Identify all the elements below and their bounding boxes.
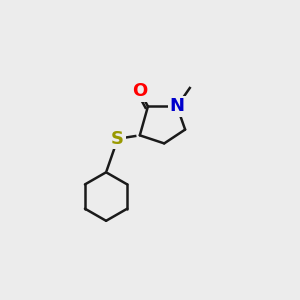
Text: N: N xyxy=(169,98,184,116)
Text: S: S xyxy=(111,130,124,148)
Text: O: O xyxy=(132,82,147,100)
